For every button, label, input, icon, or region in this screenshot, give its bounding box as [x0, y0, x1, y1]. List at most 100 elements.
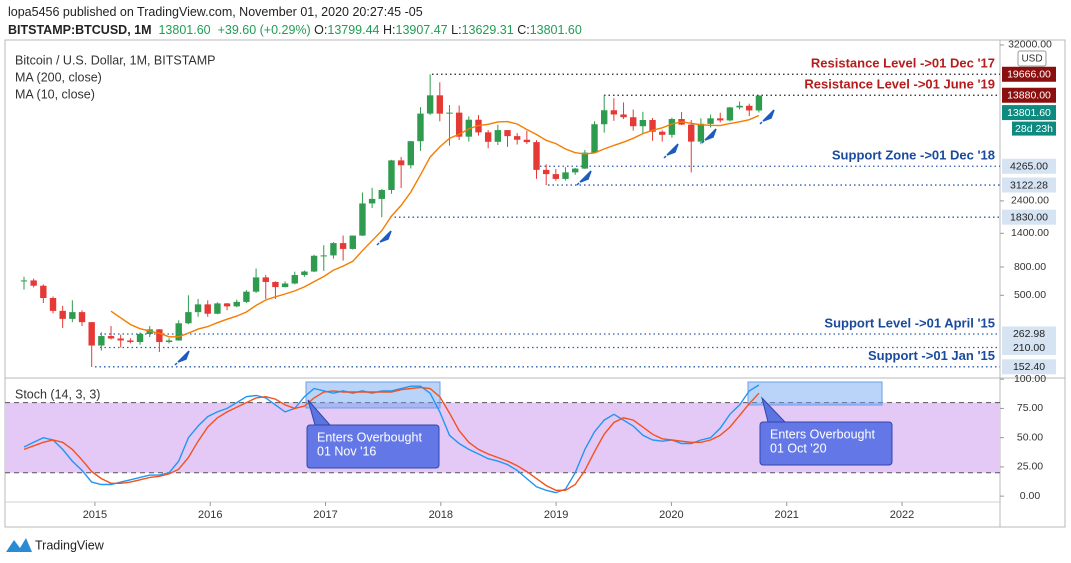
candle-body — [610, 110, 618, 115]
candle-body — [417, 113, 424, 142]
candle-body — [388, 160, 395, 191]
candle-body — [69, 312, 76, 319]
level-note: Resistance Level ->01 June '19 — [804, 77, 995, 92]
candle-body — [601, 110, 608, 125]
brand: TradingView — [35, 538, 105, 552]
open: 13799.44 — [327, 23, 380, 37]
candle-body — [136, 333, 144, 343]
rocket-icon — [576, 170, 592, 186]
y-tick-label: 50.00 — [1017, 431, 1043, 443]
stoch-title: Stoch (14, 3, 3) — [15, 387, 100, 401]
candle-body — [88, 322, 95, 346]
chart-title: Bitcoin / U.S. Dollar, 1M, BITSTAMP — [15, 53, 216, 67]
countdown-box — [1012, 121, 1056, 136]
candle-body — [310, 255, 318, 272]
candle-body — [707, 118, 714, 124]
callout-text: Enters Overbought — [317, 430, 422, 444]
level-note: Support Zone ->01 Dec '18 — [832, 148, 995, 163]
countdown: 28d 23h — [1015, 123, 1053, 135]
y-tick-label: 100.00 — [1014, 373, 1046, 385]
candle-body — [571, 168, 579, 173]
highlight — [747, 381, 883, 406]
candle-body — [320, 255, 327, 257]
candle-body — [697, 123, 705, 142]
level-note: Support Level ->01 April '15 — [824, 315, 995, 330]
change: +39.60 (+0.29%) — [217, 23, 311, 37]
last-price-box — [1002, 105, 1056, 121]
candle-body — [484, 132, 492, 142]
symbol: BITSTAMP:BTCUSD, 1M — [8, 23, 152, 37]
candle-body — [20, 280, 28, 282]
candle-body — [214, 303, 221, 314]
publisher: lopa5456 published on TradingView.com, N… — [8, 5, 423, 19]
candle-body — [736, 105, 743, 108]
candle-body — [668, 119, 676, 135]
candle-body — [291, 275, 298, 284]
candle-body — [330, 243, 337, 256]
last-price-label: 13801.60 — [1007, 107, 1051, 119]
rocket-icon — [759, 109, 775, 125]
level-label: 210.00 — [1013, 342, 1045, 354]
candle-body — [562, 172, 569, 179]
candle-body — [455, 112, 463, 137]
x-tick-label: 2016 — [198, 509, 222, 521]
candle-body — [243, 291, 250, 302]
level-box — [1002, 87, 1056, 103]
h-label: H: — [383, 23, 396, 37]
candle-body — [117, 338, 124, 341]
rocket-icon — [174, 350, 190, 366]
candle-body — [156, 329, 163, 343]
candle-body — [175, 323, 182, 341]
level-box — [1002, 177, 1056, 193]
stoch-line — [23, 384, 760, 494]
x-tick-label: 2022 — [890, 509, 914, 521]
candle-body — [262, 277, 269, 282]
candle-body — [368, 198, 376, 204]
candle-body — [127, 340, 134, 343]
candle-body — [504, 130, 511, 137]
level-label: 4265.00 — [1010, 161, 1048, 173]
candle-body — [533, 142, 540, 170]
candle-body — [630, 117, 637, 127]
level-box — [1002, 158, 1056, 174]
candle-body — [59, 310, 66, 319]
y-tick-label: 1400.00 — [1011, 227, 1049, 239]
level-box — [1002, 326, 1056, 342]
candle-body — [233, 301, 240, 307]
candle-body — [436, 95, 444, 114]
high: 13907.47 — [395, 23, 448, 37]
candle-body — [755, 95, 763, 111]
last: 13801.60 — [158, 23, 211, 37]
y-tick-label: 32000.00 — [1008, 39, 1052, 51]
candle-body — [552, 174, 560, 179]
candle-body — [407, 141, 414, 166]
candle-body — [746, 105, 753, 111]
callout-text: Enters Overbought — [770, 427, 875, 441]
y-tick-label: 25.00 — [1017, 461, 1043, 473]
candle-body — [639, 119, 647, 127]
candle-body — [726, 107, 734, 121]
stoch-line — [23, 386, 760, 491]
candle-body — [223, 303, 231, 307]
candle-body — [688, 124, 695, 142]
y-tick-label: 500.00 — [1014, 289, 1046, 301]
candle-body — [194, 304, 202, 313]
x-tick-label: 2018 — [429, 509, 453, 521]
level-box — [1002, 340, 1056, 356]
moving-average — [110, 114, 760, 338]
candle-body — [30, 280, 37, 286]
indicator-label: MA (200, close) — [15, 70, 102, 84]
y-tick-label: 800.00 — [1014, 261, 1046, 273]
callout-text: 01 Nov '16 — [317, 444, 376, 458]
candle-body — [78, 312, 86, 323]
x-tick-label: 2015 — [83, 509, 107, 521]
x-tick-label: 2017 — [313, 509, 337, 521]
candle-body — [494, 130, 502, 142]
candle-body — [649, 119, 656, 132]
candle-body — [397, 160, 405, 166]
level-label: 3122.28 — [1010, 179, 1048, 191]
candle-body — [523, 139, 531, 143]
candle-body — [281, 283, 289, 288]
level-label: 262.98 — [1013, 328, 1045, 340]
